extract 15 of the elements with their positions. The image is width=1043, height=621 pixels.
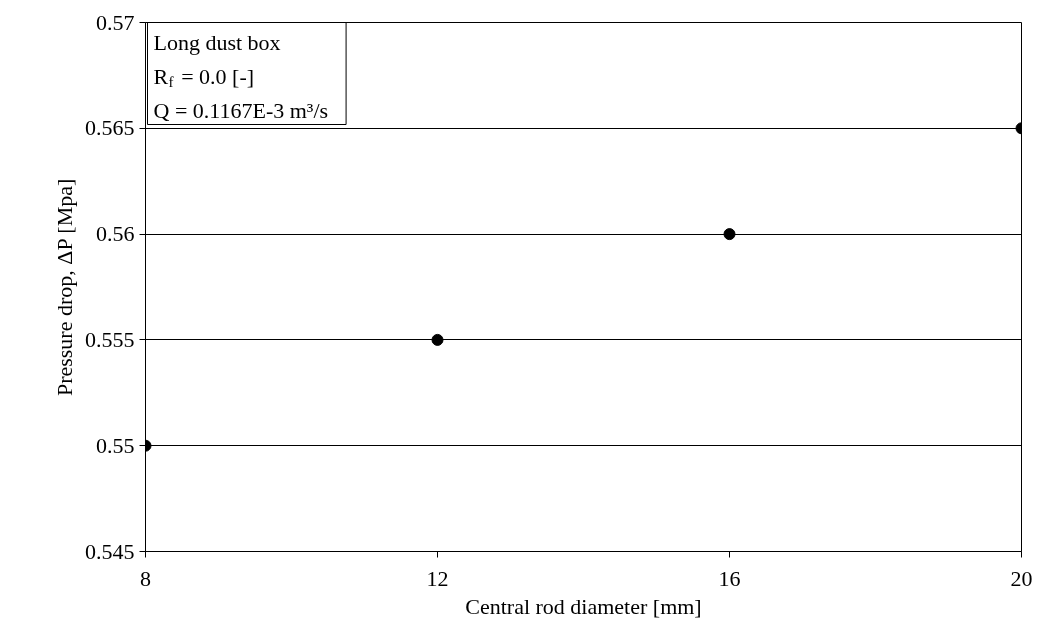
annotation: Q = 0.1167E-3 m³/s	[153, 98, 329, 123]
y-tick-label: 0.57	[96, 9, 135, 35]
x-tick-label: 8	[140, 565, 151, 591]
y-tick-label: 0.545	[85, 538, 135, 564]
y-axis-title: Pressure drop, ΔP [Mpa]	[52, 178, 77, 397]
x-tick-label: 12	[426, 565, 449, 591]
annotation: Rf = 0.0 [-]	[153, 64, 255, 90]
annotation: Long dust box	[153, 30, 281, 55]
y-tick-label: 0.555	[85, 326, 135, 352]
y-tick-label: 0.55	[96, 432, 135, 458]
x-tick-label: 16	[718, 565, 741, 591]
x-tick-label: 20	[1010, 565, 1033, 591]
x-axis-title: Central rod diameter [mm]	[465, 593, 702, 619]
y-tick-label: 0.565	[85, 115, 135, 141]
y-tick-label: 0.56	[96, 221, 135, 247]
